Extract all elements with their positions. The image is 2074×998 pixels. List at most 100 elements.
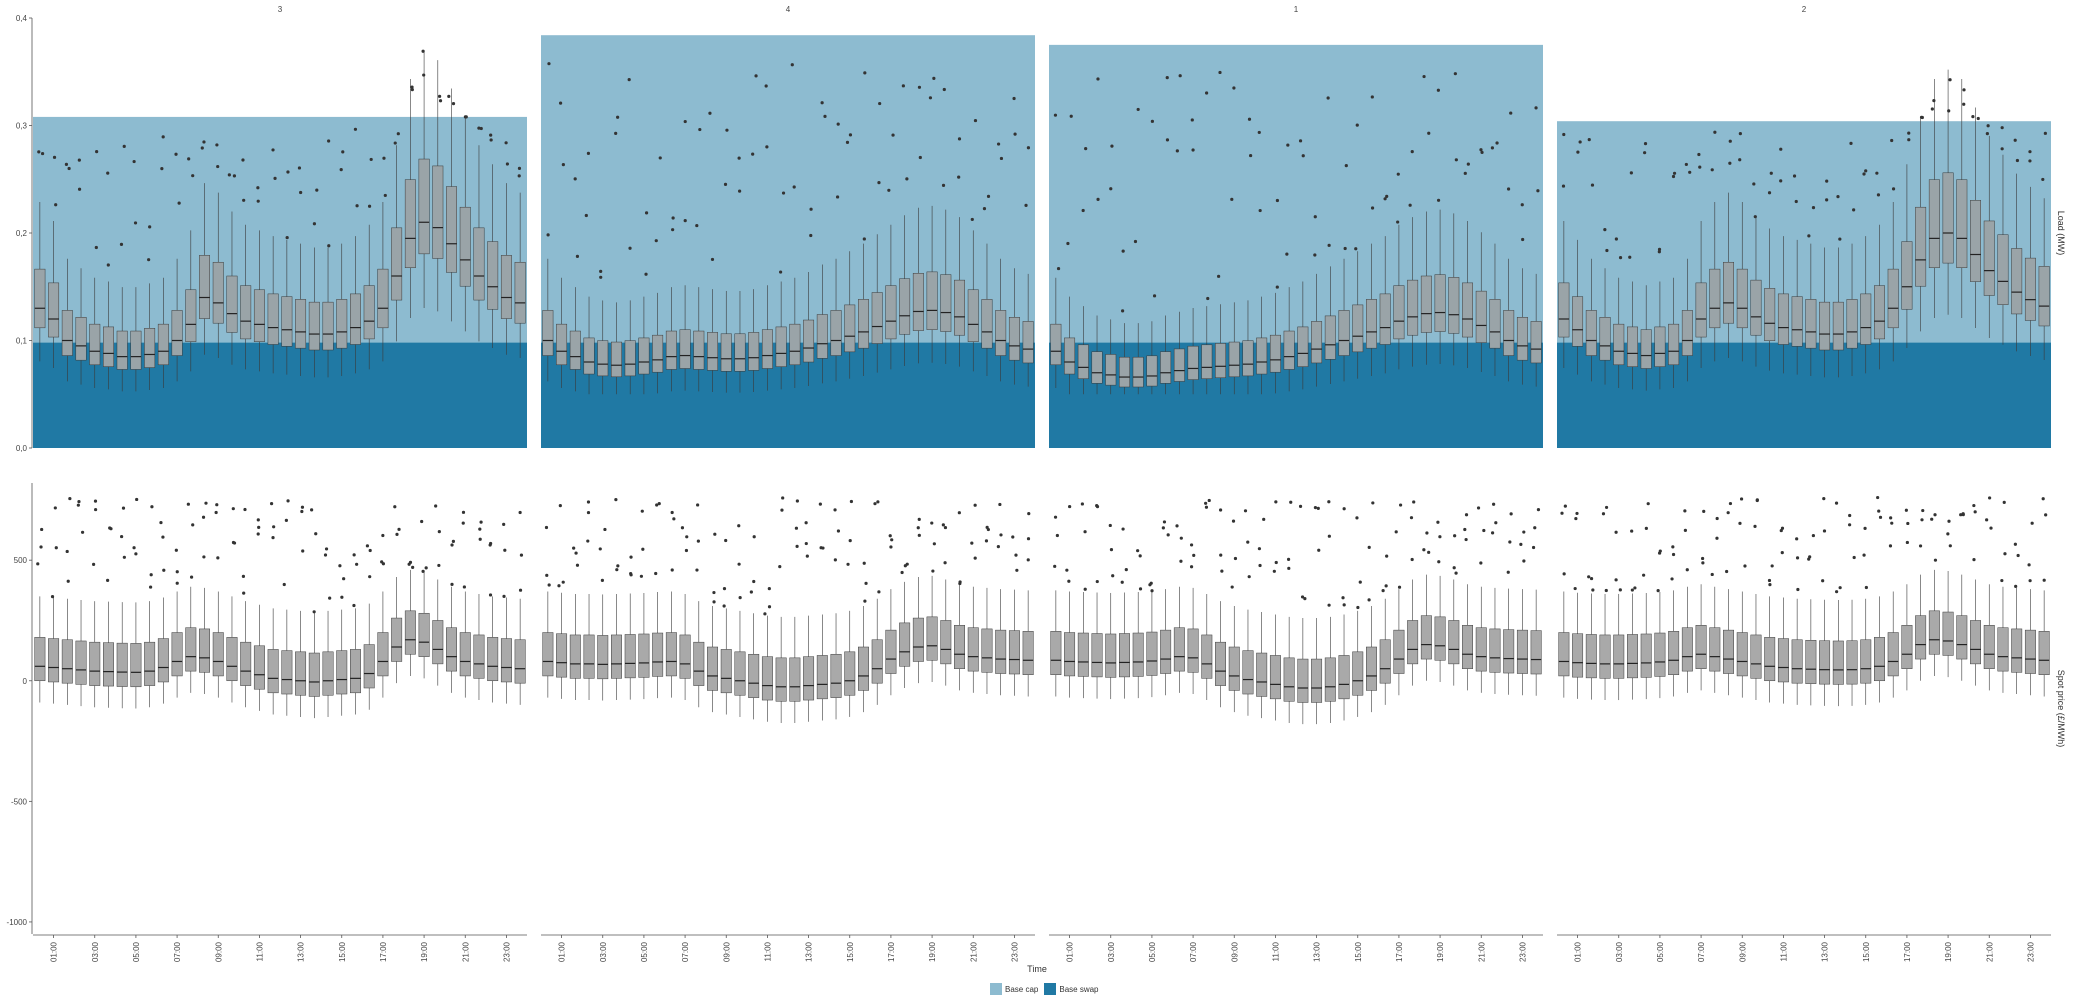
box	[1269, 334, 1281, 373]
box	[212, 261, 224, 324]
outlier-point	[931, 569, 935, 573]
outlier-point	[1111, 574, 1115, 578]
outlier-point	[1534, 106, 1538, 110]
box	[1558, 282, 1570, 338]
outlier-point	[805, 554, 809, 558]
outlier-point	[1522, 530, 1526, 534]
outlier-point	[1614, 530, 1618, 534]
outlier-point	[1587, 138, 1591, 142]
x-tick-label: 05:00	[1148, 941, 1157, 962]
box	[899, 278, 911, 335]
box	[1146, 631, 1158, 676]
outlier-point	[767, 605, 772, 609]
outlier-point	[804, 521, 808, 525]
box	[1805, 299, 1817, 349]
outlier-point	[132, 159, 136, 164]
outlier-point	[1508, 540, 1512, 544]
outlier-point	[1769, 171, 1773, 175]
x-tick-label: 21:00	[1985, 941, 1994, 962]
outlier-point	[310, 508, 314, 512]
facet-panel-1-row-0	[1049, 44, 1543, 448]
box	[885, 285, 897, 340]
x-tick-label: 05:00	[132, 941, 141, 962]
outlier-point	[654, 239, 658, 243]
box	[1750, 279, 1762, 336]
outlier-point	[713, 532, 717, 536]
x-tick-label: 09:00	[214, 941, 223, 962]
outlier-point	[37, 150, 41, 154]
outlier-point	[901, 84, 905, 88]
box	[446, 186, 457, 273]
box	[1393, 285, 1405, 340]
box	[1091, 633, 1103, 678]
facet-strip-label: 3	[278, 5, 283, 14]
x-tick-label: 21:00	[1477, 941, 1486, 962]
outlier-point	[1770, 564, 1774, 568]
box	[1022, 631, 1034, 675]
box	[226, 275, 238, 333]
outlier-point	[1313, 215, 1317, 219]
outlier-point	[1701, 561, 1705, 565]
outlier-point	[1811, 206, 1816, 210]
outlier-point	[1947, 109, 1951, 113]
box	[1407, 620, 1419, 665]
outlier-point	[561, 163, 565, 167]
outlier-point	[1684, 162, 1688, 167]
outlier-point	[327, 139, 331, 143]
box	[1050, 631, 1062, 675]
outlier-point	[1230, 585, 1234, 589]
box	[473, 634, 485, 679]
y-tick-label: -500	[11, 797, 28, 806]
box	[720, 333, 732, 372]
box	[1366, 299, 1377, 349]
box	[569, 634, 581, 679]
outlier-point	[1452, 566, 1456, 570]
outlier-point	[134, 552, 138, 556]
outlier-point	[120, 534, 124, 539]
box	[487, 637, 499, 682]
box	[1572, 296, 1584, 347]
outlier-point	[1509, 111, 1513, 115]
outlier-point	[241, 574, 246, 579]
outlier-point	[1905, 540, 1909, 545]
box	[652, 334, 664, 373]
box	[1338, 655, 1350, 700]
box	[48, 282, 60, 338]
outlier-point	[641, 547, 645, 551]
outlier-point	[242, 198, 246, 202]
outlier-point	[1396, 172, 1400, 176]
outlier-point	[462, 585, 466, 589]
outlier-point	[1643, 151, 1647, 155]
outlier-point	[941, 523, 945, 527]
panels-layer	[33, 35, 2051, 725]
outlier-point	[2000, 578, 2004, 583]
outlier-point	[1728, 161, 1732, 165]
outlier-point	[1354, 247, 1358, 251]
outlier-point	[437, 530, 441, 534]
outlier-point	[517, 174, 521, 178]
outlier-point	[1702, 509, 1706, 513]
box	[1627, 326, 1638, 367]
box	[185, 627, 197, 672]
outlier-point	[1768, 582, 1772, 587]
outlier-point	[177, 201, 181, 205]
outlier-point	[1257, 547, 1262, 551]
outlier-point	[109, 527, 113, 531]
y-tick-label: 0,2	[16, 229, 28, 238]
outlier-point	[1207, 498, 1211, 503]
box	[912, 617, 924, 662]
outlier-point	[1490, 146, 1495, 150]
outlier-point	[1889, 516, 1893, 520]
outlier-point	[1298, 139, 1303, 143]
outlier-point	[1316, 506, 1320, 510]
outlier-point	[1862, 553, 1866, 557]
outlier-point	[1864, 169, 1868, 173]
outlier-point	[149, 573, 153, 577]
outlier-point	[848, 133, 853, 137]
outlier-point	[215, 143, 219, 147]
outlier-point	[411, 565, 415, 569]
outlier-point	[1272, 569, 1276, 573]
outlier-point	[396, 132, 400, 136]
outlier-point	[1083, 587, 1087, 591]
outlier-point	[1453, 534, 1457, 538]
